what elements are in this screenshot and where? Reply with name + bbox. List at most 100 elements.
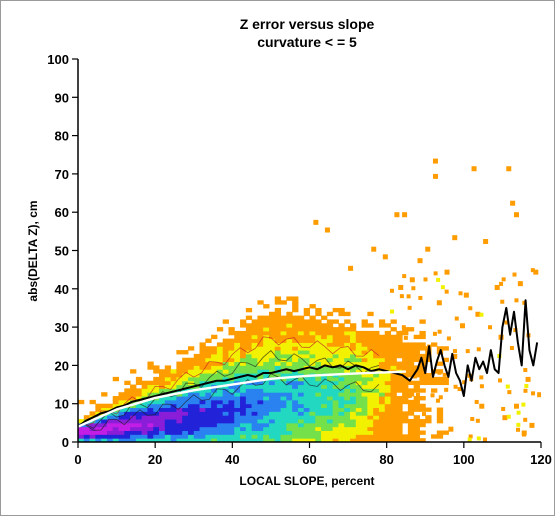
density-cell — [350, 422, 357, 428]
density-cell — [211, 350, 218, 355]
density-cell — [101, 403, 108, 409]
density-cell — [292, 403, 299, 409]
density-cell — [199, 353, 206, 359]
density-cell — [170, 403, 177, 409]
density-cell — [332, 422, 339, 428]
density-cell — [402, 361, 409, 366]
scatter-point — [516, 422, 521, 427]
density-cell — [402, 434, 409, 439]
density-cell — [286, 415, 293, 420]
density-cell — [234, 399, 241, 405]
density-cell — [106, 434, 114, 439]
density-cell — [321, 323, 328, 328]
density-cell — [396, 334, 403, 340]
x-axis-label: LOCAL SLOPE, percent — [239, 474, 374, 488]
density-cell — [159, 396, 166, 401]
density-cell — [384, 361, 392, 366]
density-cell — [257, 415, 264, 420]
density-cell — [326, 384, 334, 389]
density-cell — [315, 415, 322, 420]
density-cell — [326, 350, 334, 355]
density-cell — [228, 411, 235, 416]
scatter-point — [432, 173, 438, 179]
density-cell — [211, 361, 218, 366]
density-cell — [135, 380, 143, 386]
density-cell — [338, 346, 345, 351]
density-cell — [315, 323, 322, 328]
density-cell — [378, 361, 386, 366]
density-cell — [378, 399, 386, 405]
scatter-point — [348, 265, 354, 271]
density-cell — [303, 384, 310, 389]
density-cell — [268, 342, 276, 347]
density-cell — [280, 403, 287, 409]
scatter-point — [393, 335, 398, 340]
density-cell — [396, 438, 403, 442]
density-cell — [170, 376, 177, 382]
density-cell — [286, 373, 293, 378]
density-cell — [332, 376, 339, 382]
scatter-point — [407, 305, 412, 310]
density-cell — [234, 438, 241, 442]
density-cell — [106, 419, 114, 424]
density-cell — [303, 357, 310, 363]
density-cell — [257, 342, 264, 347]
density-cell — [396, 396, 403, 401]
density-cell — [268, 373, 276, 378]
density-cell — [332, 426, 339, 432]
density-cell — [245, 388, 253, 393]
density-cell — [309, 334, 316, 340]
density-cell — [135, 438, 143, 442]
density-cell — [211, 419, 218, 424]
density-cell — [118, 415, 125, 420]
density-cell — [274, 365, 282, 370]
density-cell — [245, 407, 253, 412]
density-cell — [367, 330, 374, 336]
scatter-point — [513, 403, 519, 409]
density-cell — [286, 323, 293, 328]
density-cell — [413, 357, 420, 363]
density-cell — [378, 323, 386, 328]
scatter-point — [506, 414, 511, 419]
density-cell — [309, 323, 316, 328]
density-cell — [297, 392, 305, 397]
density-cell — [355, 373, 363, 378]
density-cell — [286, 327, 293, 332]
density-cell — [187, 403, 195, 409]
density-cell — [240, 353, 247, 359]
density-cell — [240, 357, 247, 363]
density-cell — [373, 399, 380, 405]
density-cell — [407, 373, 415, 378]
density-cell — [164, 396, 172, 401]
density-cell — [234, 334, 241, 340]
density-cell — [373, 353, 380, 359]
density-cell — [240, 330, 247, 336]
density-cell — [216, 361, 224, 366]
density-cell — [390, 380, 397, 386]
density-cell — [263, 411, 270, 416]
density-cell — [263, 353, 270, 359]
density-cell — [228, 327, 235, 332]
density-cell — [170, 369, 177, 374]
density-cell — [303, 396, 310, 401]
scatter-point — [510, 200, 516, 206]
density-cell — [413, 388, 420, 393]
density-cell — [187, 419, 195, 424]
density-cell — [234, 365, 241, 370]
density-cell — [321, 361, 328, 366]
density-cell — [199, 403, 206, 409]
density-cell — [245, 392, 253, 397]
density-cell — [170, 415, 177, 420]
density-cell — [268, 419, 276, 424]
density-cell — [268, 338, 276, 343]
density-cell — [355, 438, 363, 442]
density-cell — [147, 407, 154, 412]
density-cell — [338, 376, 345, 382]
density-cell — [176, 411, 183, 416]
density-cell — [286, 311, 293, 317]
density-cell — [367, 361, 374, 366]
contour-line — [85, 373, 380, 431]
density-cell — [274, 346, 282, 351]
density-cell — [280, 392, 287, 397]
density-cell — [303, 407, 310, 412]
